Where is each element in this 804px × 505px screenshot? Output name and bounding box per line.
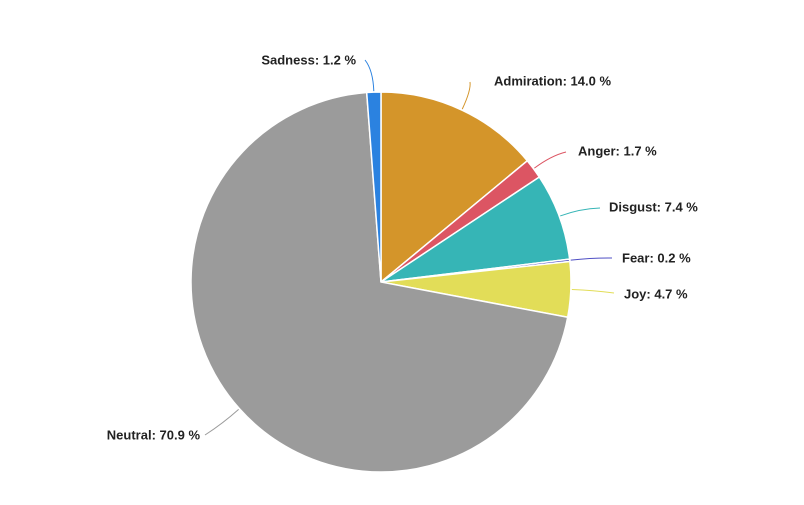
slices-layer <box>190 91 572 473</box>
connector-fear <box>570 257 613 261</box>
connector-sadness <box>364 59 375 92</box>
data-label-fear: Fear: 0.2 % <box>622 250 691 265</box>
connector-admiration <box>461 81 471 110</box>
data-label-joy: Joy: 4.7 % <box>624 286 688 301</box>
connector-joy <box>571 288 615 294</box>
data-label-disgust: Disgust: 7.4 % <box>609 199 698 214</box>
data-label-neutral: Neutral: 70.9 % <box>107 427 201 442</box>
connector-neutral <box>204 408 239 436</box>
connector-disgust <box>560 207 601 217</box>
pie-slice-neutral[interactable] <box>190 91 569 473</box>
connectors-layer <box>204 59 615 436</box>
connector-anger <box>534 151 567 169</box>
pie-slice-admiration[interactable] <box>380 91 529 284</box>
data-label-admiration: Admiration: 14.0 % <box>494 73 611 88</box>
labels-layer: Admiration: 14.0 % Anger: 1.7 % Disgust: 7… <box>107 52 698 442</box>
data-label-anger: Anger: 1.7 % <box>578 143 657 158</box>
data-label-sadness: Sadness: 1.2 % <box>261 52 356 67</box>
pie-slice-sadness[interactable] <box>365 91 382 283</box>
